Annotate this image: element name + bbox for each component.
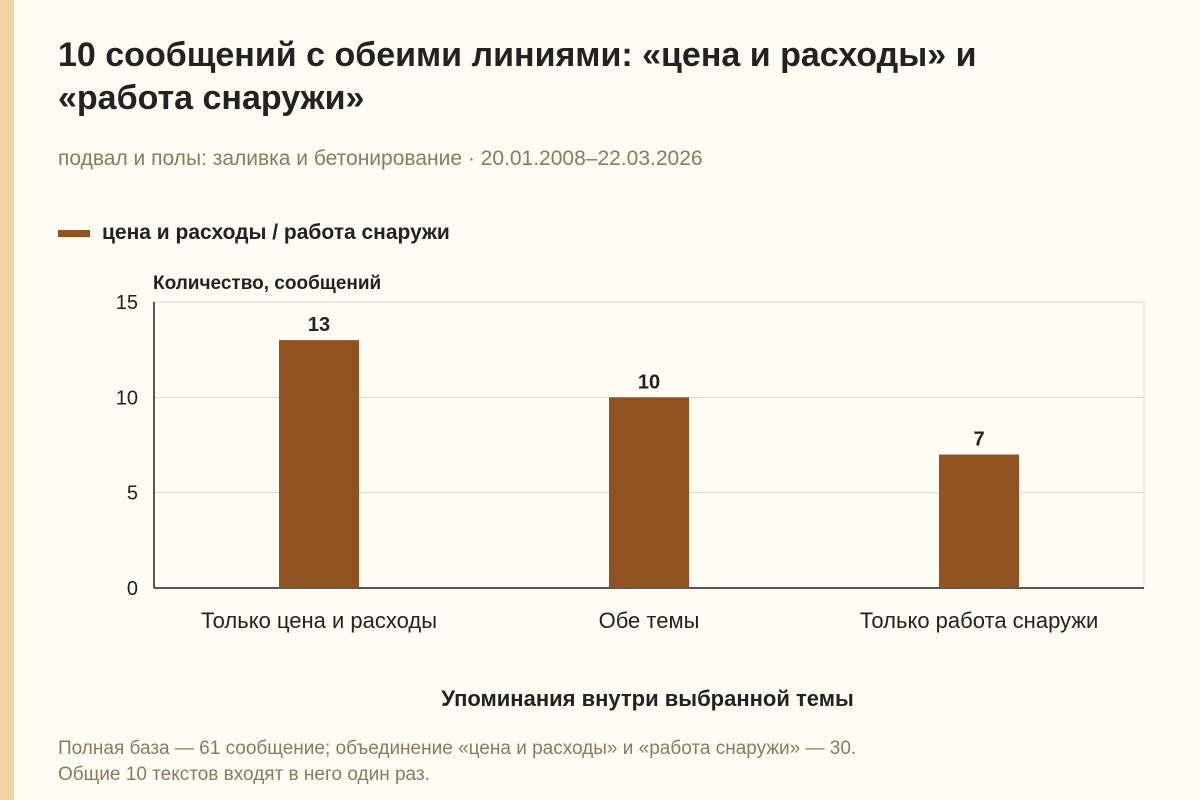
footnote: Полная база — 61 сообщение; объединение … [58,736,856,788]
y-tick-label: 15 [116,292,138,314]
x-category-label: Только работа снаружи [860,608,1099,633]
y-axis-label: Количество, сообщений [153,273,382,294]
bar-value-label: 7 [973,429,984,451]
y-tick-label: 5 [127,483,138,505]
y-tick-label: 10 [116,387,138,409]
x-category-label: Только цена и расходы [201,608,437,633]
x-axis-title: Упоминания внутри выбранной темы [441,686,854,711]
legend-swatch [58,229,90,237]
accent-strip [0,0,14,800]
x-category-label: Обе темы [599,608,700,633]
bar [609,397,689,588]
footnote-line-2: Общие 10 текстов входят в него один раз. [58,764,430,785]
footnote-line-1: Полная база — 61 сообщение; объединение … [58,738,857,759]
bar-value-label: 10 [638,371,660,393]
bar-value-label: 13 [308,314,330,336]
bar [279,340,359,588]
chart-subtitle: подвал и полы: заливка и бетонирование ·… [58,147,703,170]
y-tick-label: 0 [127,578,138,600]
legend: цена и расходы / работа снаружи [58,219,450,247]
chart-title: 10 сообщений с обеими линиями: «цена и р… [58,36,977,117]
bar [939,454,1019,588]
legend-label: цена и расходы / работа снаружи [102,221,450,244]
